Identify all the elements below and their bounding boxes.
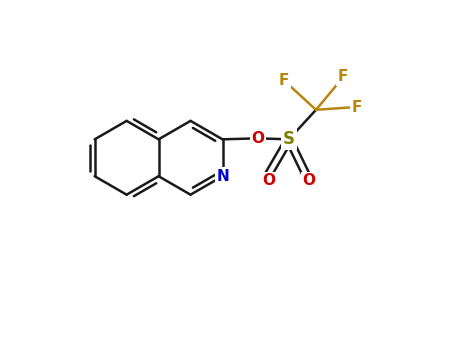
Text: S: S [283, 130, 295, 148]
Text: O: O [302, 173, 315, 188]
Text: O: O [251, 131, 264, 146]
Text: F: F [279, 73, 289, 88]
Text: O: O [262, 173, 275, 188]
Text: N: N [216, 169, 229, 184]
Text: F: F [351, 100, 362, 115]
Text: F: F [338, 69, 348, 84]
